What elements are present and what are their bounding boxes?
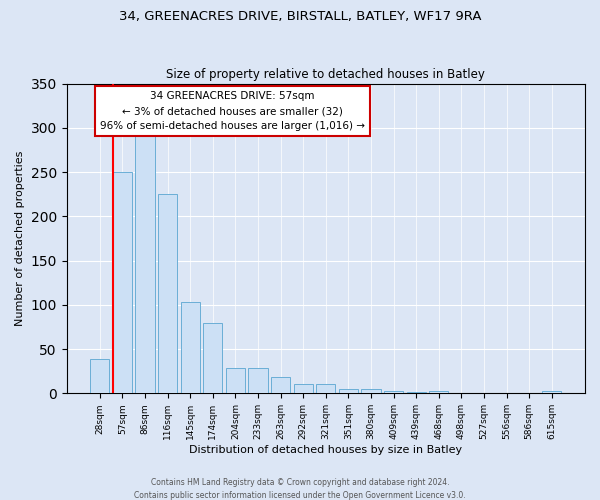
Text: Contains HM Land Registry data © Crown copyright and database right 2024.
Contai: Contains HM Land Registry data © Crown c… [134, 478, 466, 500]
Bar [271, 378, 290, 394]
Bar [181, 302, 200, 394]
Bar [361, 389, 380, 394]
Bar [339, 389, 358, 394]
Text: 34, GREENACRES DRIVE, BIRSTALL, BATLEY, WF17 9RA: 34, GREENACRES DRIVE, BIRSTALL, BATLEY, … [119, 10, 481, 23]
Bar [316, 384, 335, 394]
Bar [136, 136, 155, 394]
Bar [158, 194, 177, 394]
Text: 34 GREENACRES DRIVE: 57sqm
← 3% of detached houses are smaller (32)
96% of semi-: 34 GREENACRES DRIVE: 57sqm ← 3% of detac… [100, 92, 365, 131]
Bar [293, 384, 313, 394]
Bar [90, 359, 109, 394]
Bar [542, 390, 562, 394]
Bar [429, 390, 448, 394]
X-axis label: Distribution of detached houses by size in Batley: Distribution of detached houses by size … [189, 445, 463, 455]
Bar [113, 172, 132, 394]
Y-axis label: Number of detached properties: Number of detached properties [15, 151, 25, 326]
Bar [203, 324, 223, 394]
Title: Size of property relative to detached houses in Batley: Size of property relative to detached ho… [166, 68, 485, 81]
Bar [248, 368, 268, 394]
Bar [384, 390, 403, 394]
Bar [226, 368, 245, 394]
Bar [407, 392, 426, 394]
